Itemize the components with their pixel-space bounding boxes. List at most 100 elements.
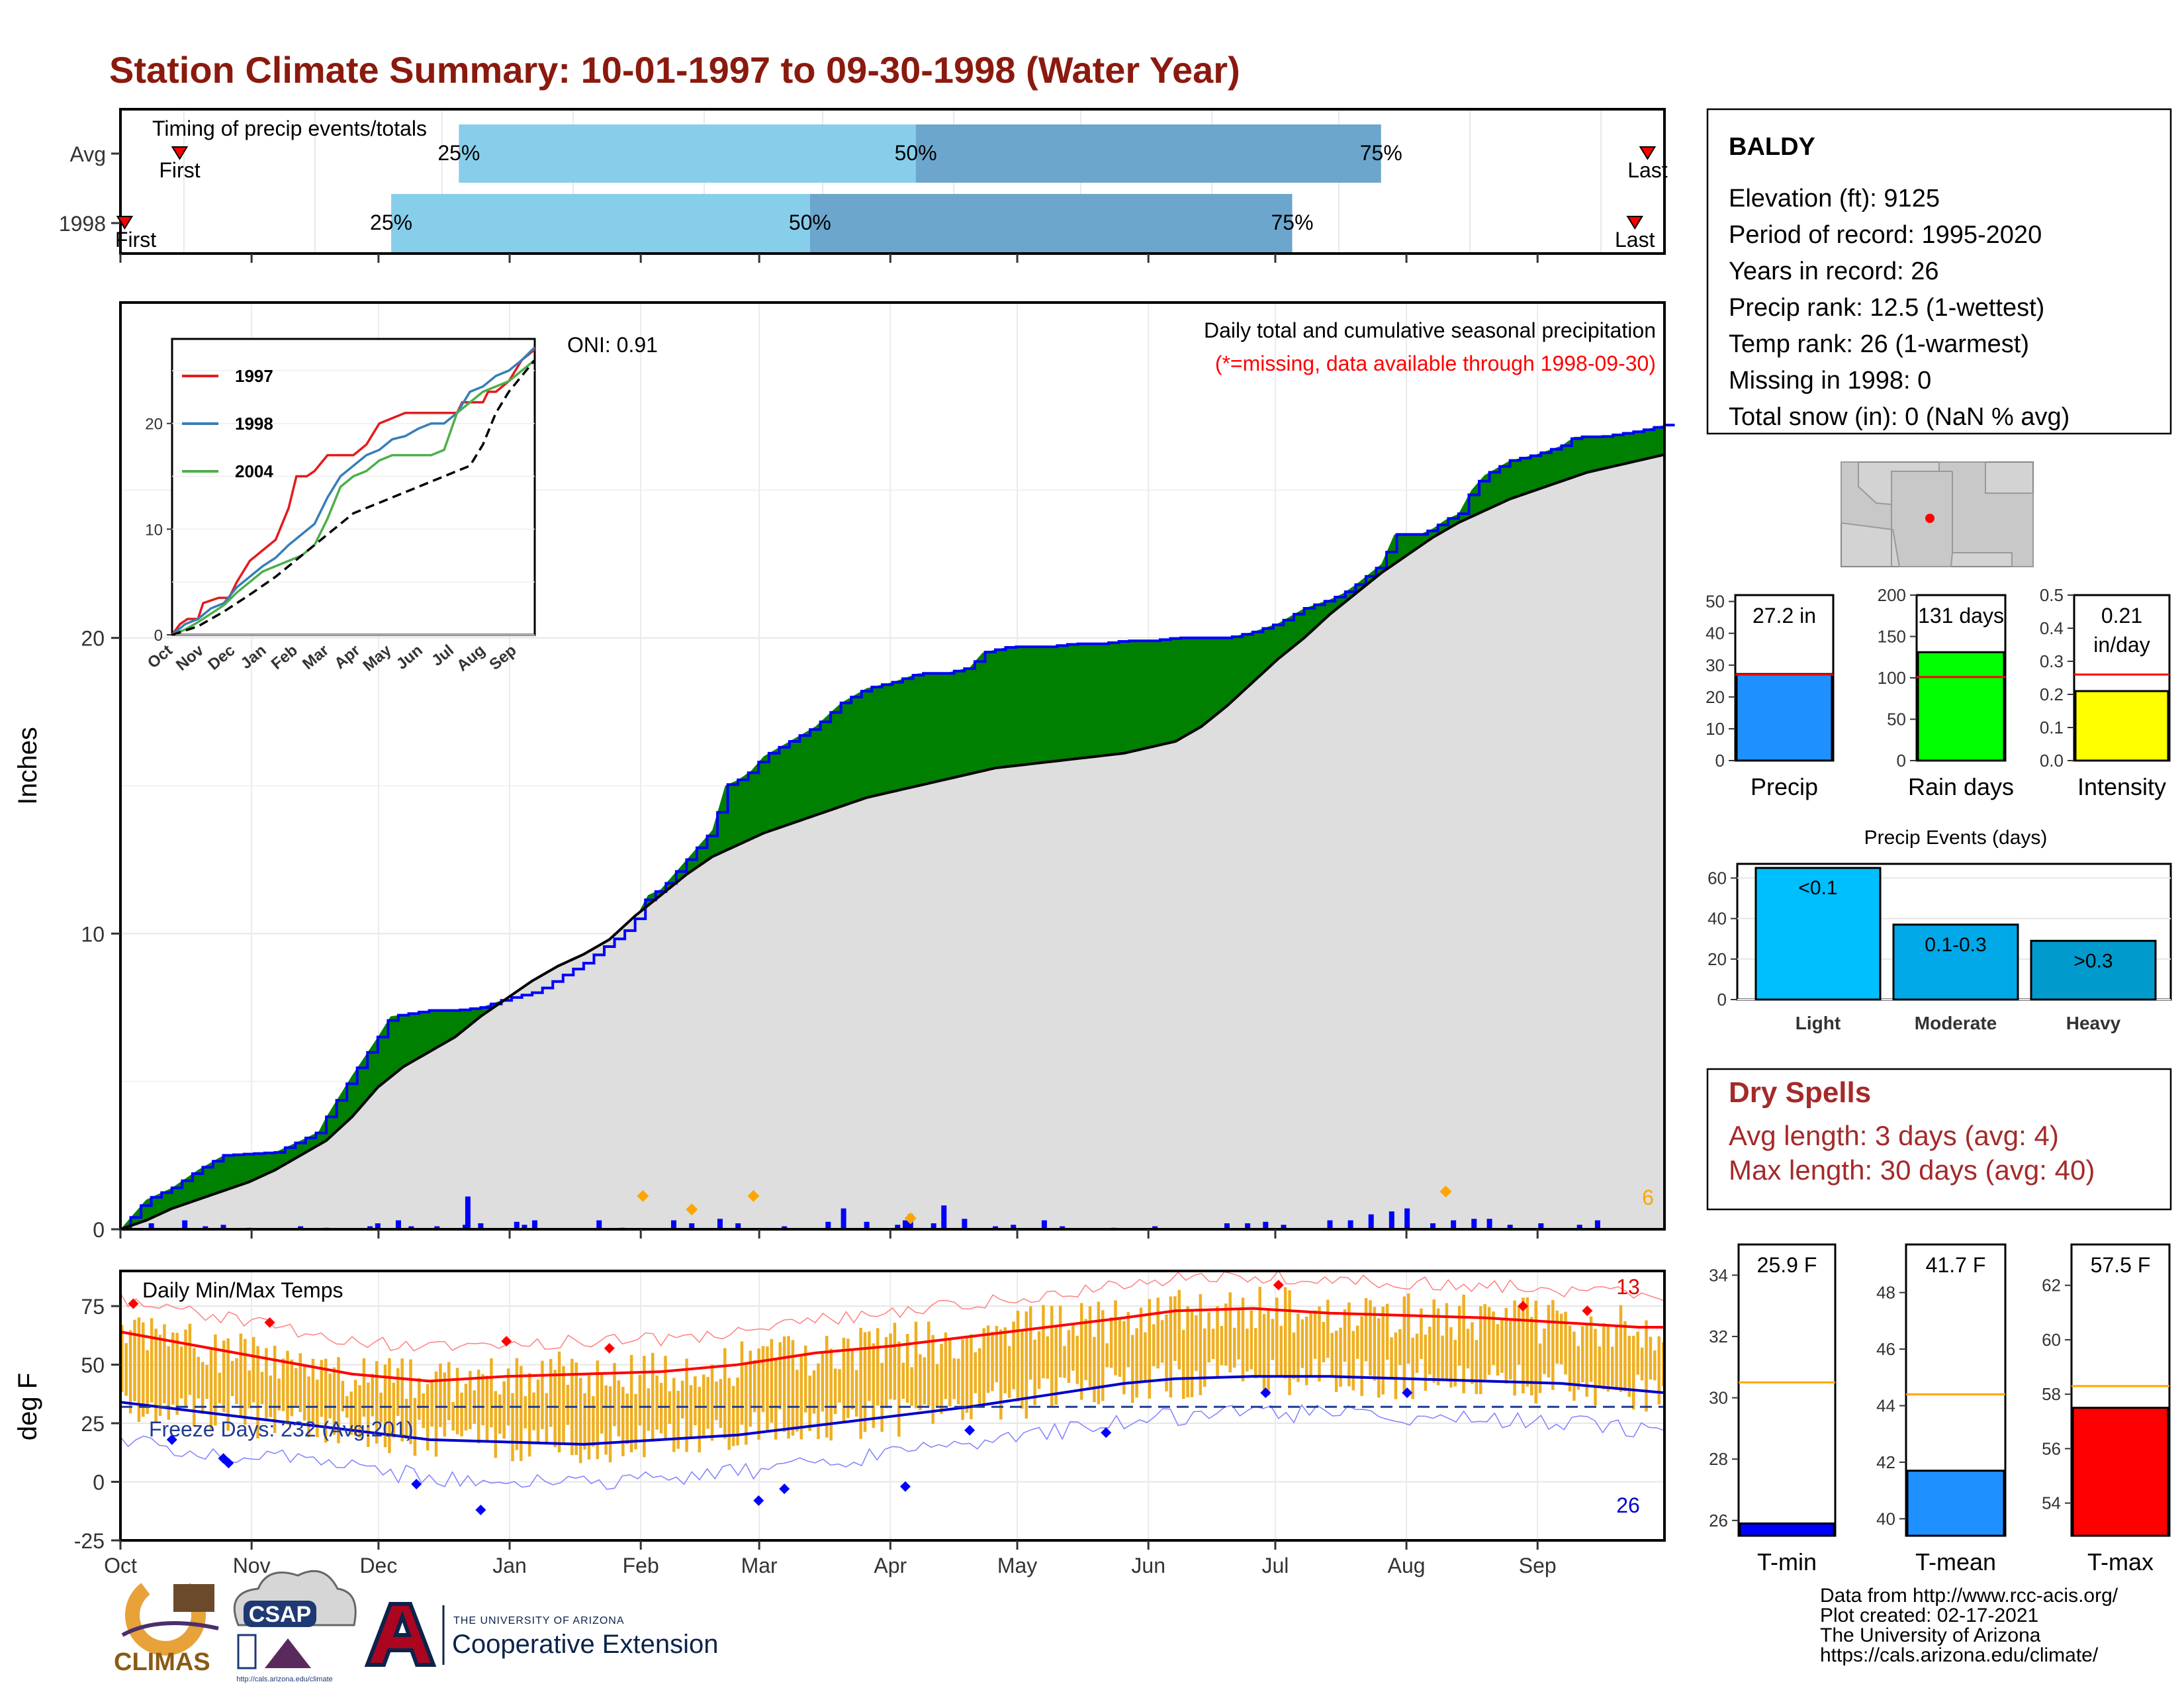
temps-ytick-label: 75 <box>81 1295 105 1319</box>
daily-temp-bar <box>1610 1346 1614 1387</box>
daily-temp-bar <box>723 1348 727 1439</box>
daily-temp-bar <box>396 1368 400 1417</box>
daily-temp-bar <box>991 1331 994 1391</box>
daily-temp-bar <box>1436 1308 1440 1385</box>
daily-precip-bar <box>670 1220 676 1229</box>
bar-category-label: Intensity <box>2077 773 2166 800</box>
climas-logo: CLIMAS <box>114 1583 219 1676</box>
timing-row-label: 1998 <box>59 212 106 236</box>
daily-temp-bar <box>893 1323 897 1400</box>
daily-temp-bar <box>629 1354 633 1452</box>
daily-temp-bar <box>1576 1346 1580 1390</box>
first-event-label: First <box>115 228 156 252</box>
daily-temp-bar <box>854 1370 858 1417</box>
daily-temp-bar <box>1483 1304 1486 1380</box>
daily-temp-bar <box>1046 1336 1050 1379</box>
daily-temp-bar <box>1432 1299 1435 1383</box>
bar-category-label: Rain days <box>1908 773 2014 800</box>
daily-temp-bar <box>426 1383 430 1451</box>
bar-frame <box>1737 1243 1837 1537</box>
month-label: Jan <box>492 1554 527 1577</box>
daily-temp-bar <box>316 1380 319 1438</box>
month-label: Jul <box>1262 1554 1289 1577</box>
daily-temp-bar <box>1241 1297 1245 1382</box>
tmean-chart: 41.7 F 40 42 44 46 48 T-mean <box>1876 1243 2007 1575</box>
daily-temp-bar <box>1016 1311 1020 1402</box>
record-high-count: 13 <box>1616 1275 1640 1299</box>
summary-bar <box>2074 690 2169 762</box>
daily-temp-bar <box>821 1353 825 1412</box>
daily-temp-bar <box>927 1321 931 1407</box>
tmax-chart: 57.5 F 54 56 58 60 62 T-max <box>2042 1243 2171 1575</box>
daily-temp-bar <box>290 1359 294 1417</box>
daily-temp-bar <box>1199 1294 1203 1395</box>
daily-temp-bar <box>740 1341 744 1425</box>
daily-temp-bar <box>1326 1299 1330 1358</box>
footer-line-1: Data from http://www.rcc-acis.org/ <box>1820 1585 2118 1607</box>
daily-temp-bar <box>974 1352 978 1393</box>
daily-temp-bar <box>281 1358 285 1411</box>
daily-temp-bar <box>133 1319 136 1401</box>
daily-temp-bar <box>1500 1317 1504 1373</box>
missing-marker <box>686 1203 698 1215</box>
daily-temp-bar <box>1339 1327 1342 1387</box>
daily-temp-bar <box>1517 1305 1521 1365</box>
daily-temp-bar <box>833 1368 837 1415</box>
daily-temp-bar <box>218 1372 222 1403</box>
station-info-line: Temp rank: 26 (1-warmest) <box>1729 330 2029 358</box>
month-label: Mar <box>741 1554 778 1577</box>
inset-legend-label: 1998 <box>235 414 273 434</box>
month-label: Nov <box>233 1554 271 1577</box>
daily-temp-bar <box>1377 1318 1381 1398</box>
daily-temp-bar <box>265 1348 268 1419</box>
daily-temp-bar <box>596 1360 600 1460</box>
daily-temp-bar <box>1373 1307 1377 1381</box>
daily-temp-bar <box>171 1332 175 1405</box>
daily-precip-bar <box>902 1220 908 1229</box>
daily-temp-bar <box>1343 1309 1347 1362</box>
daily-temp-bar <box>120 1325 124 1392</box>
daily-temp-bar <box>1216 1306 1219 1378</box>
daily-precip-bar <box>395 1220 401 1229</box>
bar-ytick-label: 10 <box>1706 719 1725 739</box>
daily-temp-bar <box>413 1397 417 1456</box>
daily-temp-bar <box>731 1385 735 1446</box>
daily-temp-bar <box>1364 1298 1368 1362</box>
daily-temp-bar <box>175 1333 179 1415</box>
station-info-line: Precip rank: 12.5 (1-wettest) <box>1729 294 2044 322</box>
daily-temp-bar <box>256 1346 259 1439</box>
daily-temp-bar <box>880 1362 884 1432</box>
daily-temp-bar <box>201 1362 205 1414</box>
daily-temp-bar <box>1063 1346 1066 1378</box>
precip-ylabel: Inches <box>13 727 42 805</box>
daily-temp-bar <box>1402 1296 1406 1391</box>
daily-temp-bar <box>209 1347 213 1429</box>
precip-subtitle: (*=missing, data available through 1998-… <box>1215 352 1656 375</box>
summary-bar <box>1739 1522 1835 1537</box>
month-label: Jun <box>1131 1554 1165 1577</box>
daily-temp-bar <box>1598 1346 1602 1386</box>
daily-precip-bar <box>1507 1225 1513 1229</box>
daily-precip-bar <box>465 1196 471 1229</box>
last-event-marker <box>1626 216 1644 230</box>
timing-label-50: 50% <box>895 141 937 165</box>
event-category-label: Heavy <box>2066 1013 2121 1033</box>
daily-temp-bar <box>829 1348 833 1441</box>
daily-temp-bar <box>1254 1328 1257 1378</box>
daily-temp-bar <box>1267 1308 1270 1396</box>
daily-temp-bar <box>1079 1303 1083 1400</box>
record-low-marker <box>166 1434 177 1445</box>
daily-temp-bar <box>1297 1313 1300 1382</box>
daily-temp-bar <box>1619 1305 1623 1392</box>
daily-temp-bar <box>613 1363 616 1427</box>
daily-temp-bar <box>587 1376 591 1460</box>
ua-logo: THE UNIVERSITY OF ARIZONA Cooperative Ex… <box>364 1602 718 1667</box>
daily-temp-bar <box>651 1352 655 1442</box>
daily-temp-bar <box>905 1333 909 1403</box>
daily-precip-bar <box>717 1219 723 1229</box>
daily-temp-bar <box>409 1359 412 1444</box>
daily-temp-bar <box>727 1378 731 1450</box>
inset-legend: 1997 1998 2004 <box>182 366 273 481</box>
daily-temp-bar <box>1058 1305 1062 1378</box>
